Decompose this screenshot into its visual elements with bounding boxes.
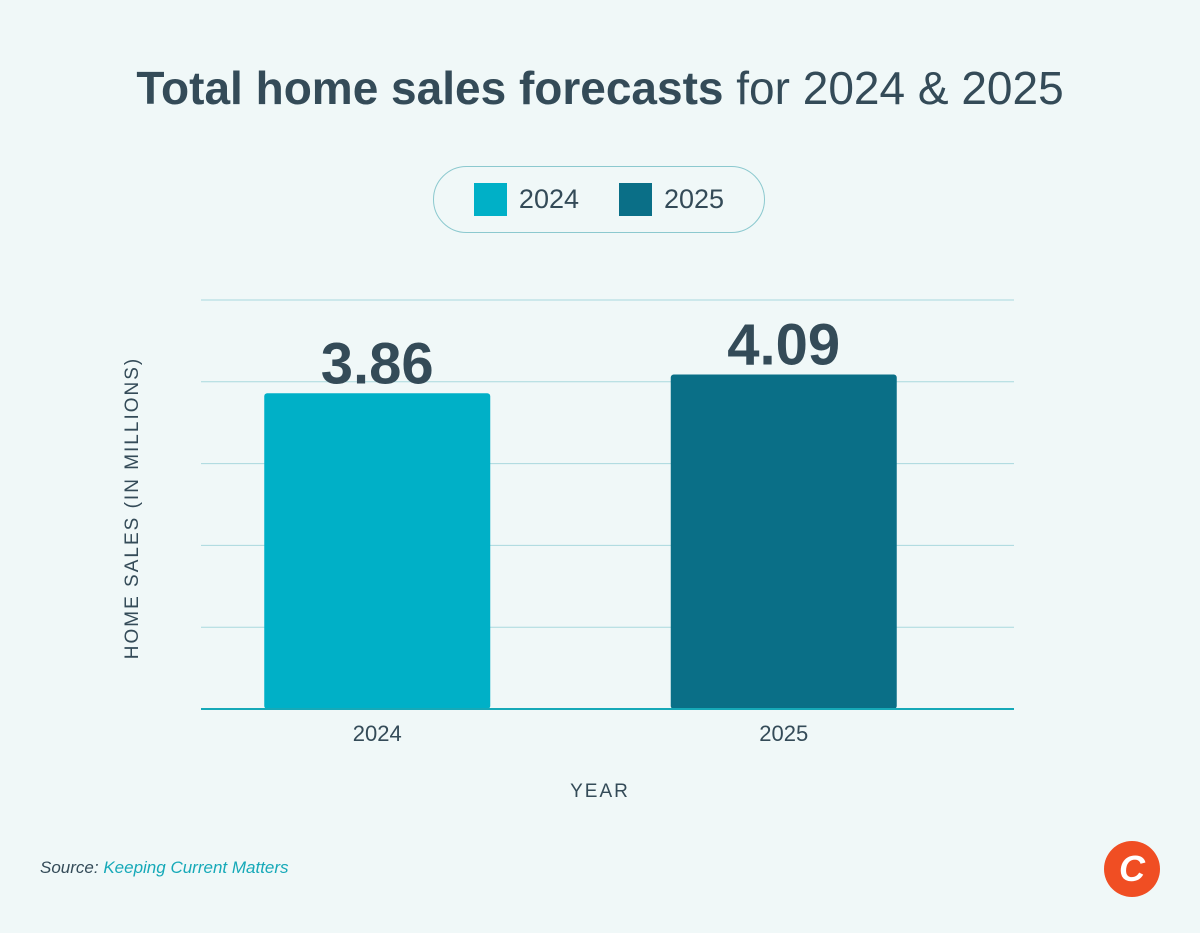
legend-label-2025: 2025 — [664, 184, 725, 214]
source-link[interactable]: Keeping Current Matters — [103, 858, 289, 877]
legend-swatch-2025 — [619, 183, 652, 216]
x-tick-label-2025: 2025 — [759, 721, 808, 746]
source-note: Source: Keeping Current Matters — [40, 858, 289, 878]
logo-c-icon: C — [1119, 848, 1146, 889]
source-prefix: Source: — [40, 858, 99, 877]
x-axis-label: YEAR — [570, 781, 630, 802]
x-tick-label-2024: 2024 — [353, 721, 402, 746]
legend-item-2025: 2025 — [619, 183, 724, 216]
logo-letter: C — [1119, 848, 1146, 889]
y-axis-label: HOME SALES (IN MILLIONS) — [122, 357, 143, 659]
legend-label-2024: 2024 — [518, 184, 579, 214]
legend-swatch-2024 — [473, 183, 507, 216]
logo: C — [1104, 841, 1160, 897]
chart-title: Total home sales forecasts for 2024 & 20… — [0, 58, 1200, 118]
chart-title-bold: Total home sales forecasts — [136, 62, 724, 114]
legend: 2024 2025 — [433, 166, 765, 233]
legend-item-2024: 2024 — [473, 183, 579, 216]
bar-2024 — [264, 393, 491, 709]
chart-title-rest: for 2024 & 2025 — [736, 62, 1064, 114]
bar-2025 — [670, 374, 897, 709]
data-label-2024: 3.86 — [321, 331, 434, 396]
data-label-2025: 4.09 — [727, 312, 840, 377]
